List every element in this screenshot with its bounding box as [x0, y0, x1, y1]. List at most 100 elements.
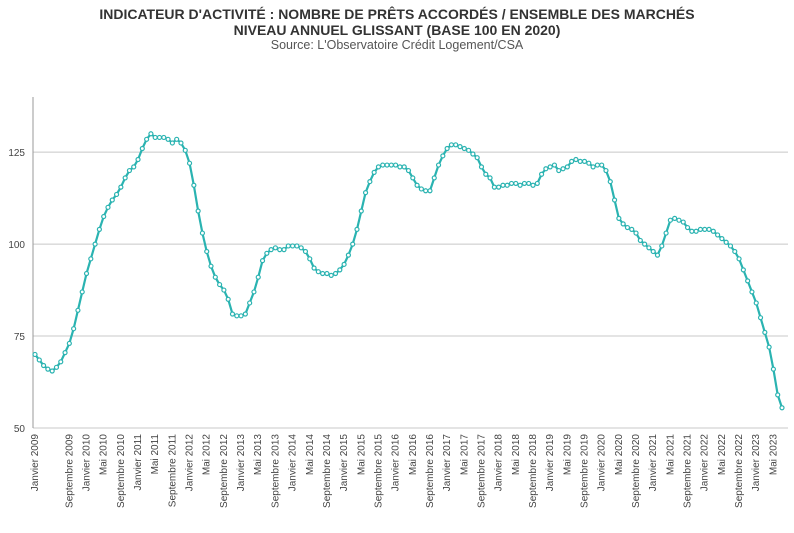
point	[633, 230, 639, 236]
point	[388, 162, 394, 168]
point	[775, 392, 781, 398]
point	[294, 243, 300, 249]
point	[259, 258, 266, 264]
point	[470, 151, 476, 157]
point	[169, 140, 175, 146]
point	[483, 171, 489, 177]
x-tick-label: Mai 2022	[717, 434, 728, 476]
x-tick-label: Janvier 2019	[545, 434, 556, 492]
point	[423, 188, 429, 194]
point	[620, 221, 626, 227]
point	[526, 180, 532, 187]
y-tick-label: 125	[8, 148, 25, 159]
point	[496, 184, 502, 190]
point	[732, 248, 738, 255]
point	[105, 204, 111, 210]
x-tick-label: Mai 2018	[511, 434, 522, 476]
point	[663, 230, 669, 236]
point	[431, 175, 437, 181]
point	[242, 311, 248, 317]
point	[277, 247, 283, 253]
x-tick-label: Mai 2014	[305, 434, 316, 476]
point	[513, 180, 519, 187]
point	[569, 158, 575, 164]
point	[504, 182, 510, 188]
point	[676, 217, 682, 223]
point	[315, 269, 321, 275]
point	[229, 311, 236, 317]
point	[543, 166, 549, 172]
point	[684, 224, 691, 231]
y-tick-label: 75	[14, 332, 26, 343]
point	[624, 224, 631, 231]
point	[534, 180, 540, 187]
point	[414, 182, 420, 188]
point	[328, 272, 334, 278]
point	[461, 145, 467, 152]
point	[427, 188, 433, 194]
point	[757, 315, 764, 321]
chart-title: INDICATEUR D'ACTIVITÉ : NOMBRE DE PRÊTS …	[99, 6, 695, 22]
point	[58, 359, 64, 365]
point	[654, 252, 661, 258]
point	[702, 226, 708, 232]
point	[642, 241, 648, 247]
point	[491, 184, 497, 190]
point	[178, 140, 184, 146]
point	[706, 226, 712, 232]
point	[362, 190, 369, 196]
point	[238, 313, 244, 319]
x-tick-label: Janvier 2023	[751, 434, 762, 492]
point	[689, 228, 695, 234]
point	[667, 217, 673, 223]
point	[186, 160, 193, 166]
point	[45, 366, 51, 372]
point	[577, 158, 583, 164]
point	[573, 156, 579, 163]
point	[40, 362, 47, 369]
point	[611, 197, 618, 203]
point	[749, 289, 755, 295]
point	[337, 267, 343, 273]
point	[88, 256, 94, 262]
x-tick-label: Mai 2019	[562, 434, 573, 476]
x-tick-label: Janvier 2017	[442, 434, 453, 492]
point	[354, 226, 360, 232]
point	[508, 180, 515, 187]
x-tick-label: Janvier 2018	[494, 434, 505, 492]
point	[302, 248, 309, 255]
point	[375, 164, 382, 170]
point	[719, 235, 725, 242]
point	[474, 155, 480, 161]
x-tick-label: Septembre 2009	[64, 434, 75, 508]
point	[255, 274, 261, 280]
x-tick-label: Septembre 2018	[528, 434, 539, 508]
x-tick-label: Mai 2011	[150, 434, 161, 475]
point	[341, 261, 347, 267]
point	[281, 247, 287, 253]
point	[659, 243, 665, 249]
point	[401, 164, 407, 170]
point	[182, 147, 188, 153]
point	[753, 300, 759, 306]
point	[410, 175, 416, 181]
point	[358, 208, 364, 214]
x-tick-label: Mai 2020	[614, 434, 625, 476]
x-tick-label: Janvier 2009	[30, 434, 41, 492]
point	[79, 289, 85, 295]
x-tick-label: Janvier 2015	[339, 434, 350, 492]
point	[693, 228, 699, 234]
x-tick-label: Mai 2016	[408, 434, 419, 476]
point	[466, 147, 472, 153]
x-tick-label: Janvier 2014	[288, 434, 299, 492]
point	[453, 142, 459, 148]
x-tick-label: Mai 2012	[202, 434, 213, 476]
x-tick-label: Janvier 2013	[236, 434, 247, 492]
point	[144, 136, 150, 142]
point	[247, 300, 253, 306]
point	[345, 252, 351, 258]
x-tick-label: Janvier 2012	[185, 434, 196, 492]
point	[418, 186, 424, 192]
point	[766, 344, 772, 350]
point	[393, 162, 399, 168]
